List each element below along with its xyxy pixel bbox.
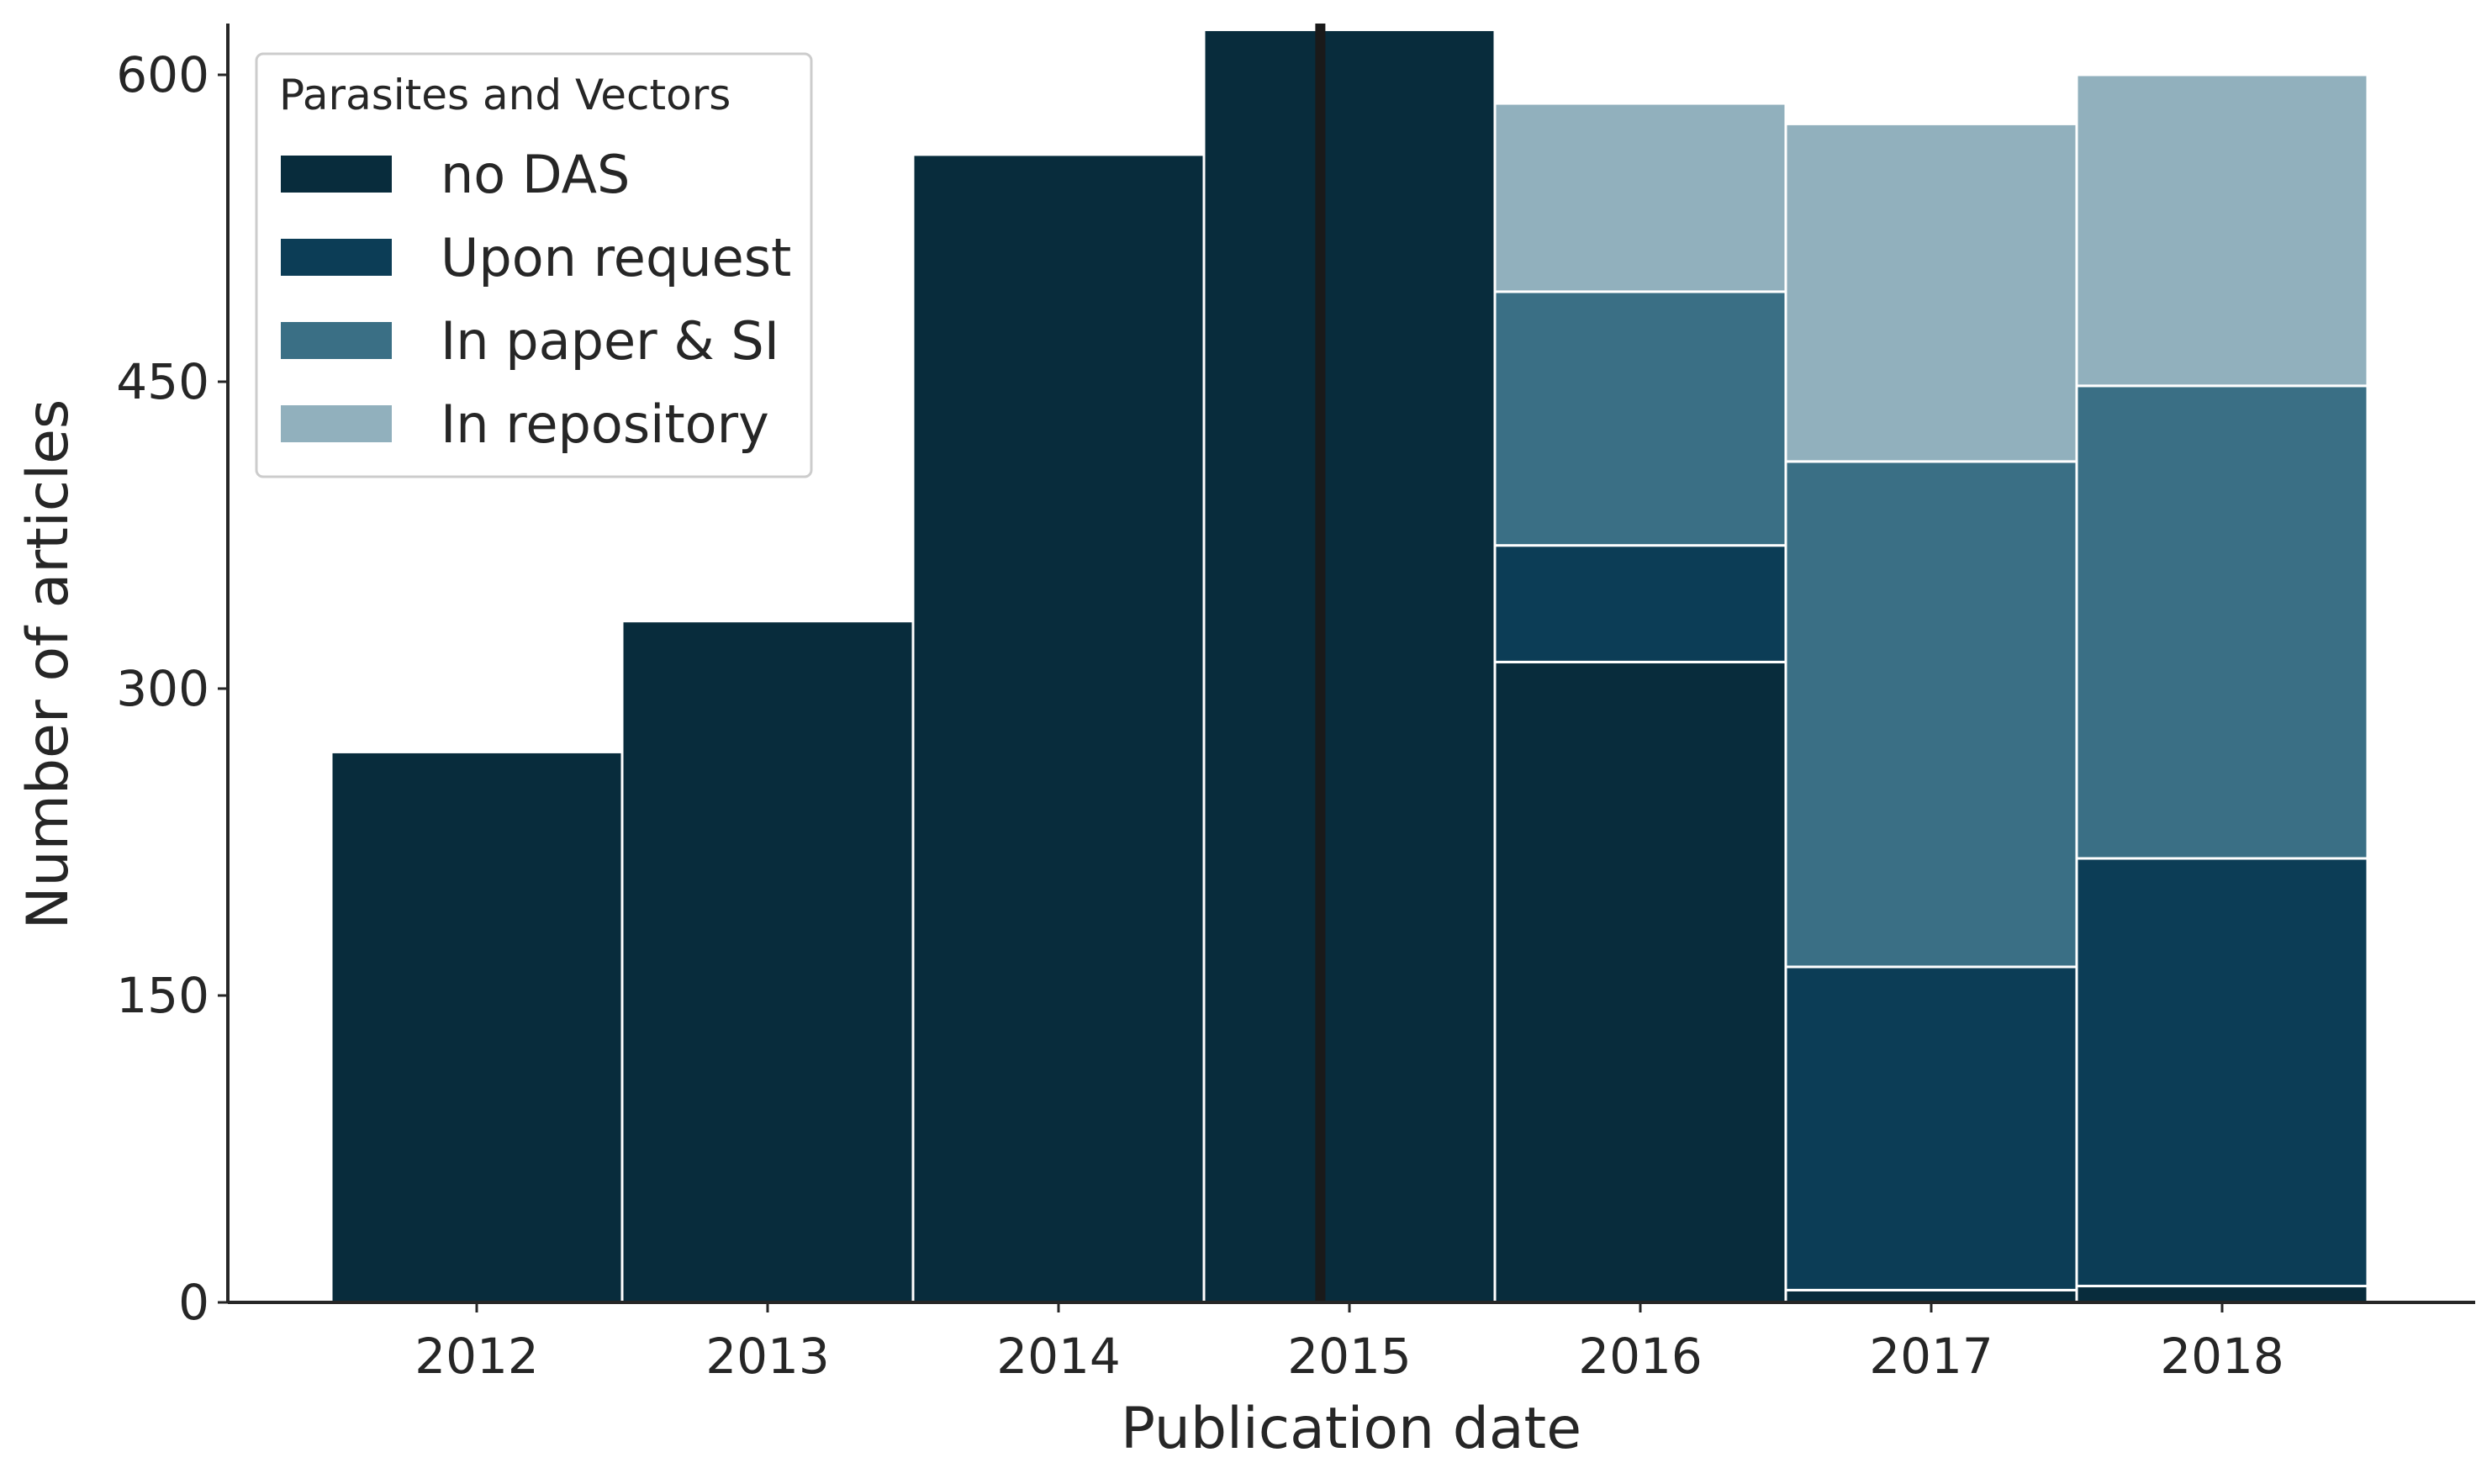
y-tick-label-600: 600	[116, 46, 209, 103]
legend-label-4: In repository	[441, 393, 769, 455]
ticks-layer: 0 150 300 450 600 2012 2013 2014 2015 2016 2017 201…	[116, 46, 2284, 1385]
bar-2017-series-2	[1784, 965, 2078, 1291]
y-axis-label: Number of articles	[15, 399, 82, 930]
legend-label-2: Upon request	[441, 227, 791, 288]
legend-frame	[255, 52, 813, 478]
bar-2013-series-1	[620, 620, 915, 1304]
bar-2018-series-1	[2075, 1285, 2369, 1304]
x-tick-label-2018: 2018	[2160, 1328, 2284, 1385]
x-tick-label-2014: 2014	[996, 1328, 1121, 1385]
x-tick-label-2016: 2016	[1578, 1328, 1703, 1385]
bar-2017-series-1	[1784, 1288, 2078, 1304]
bar-2017-series-3	[1784, 460, 2078, 969]
bar-2018-series-4	[2075, 73, 2369, 388]
legend: Parasites and Vectors no DAS Upon request…	[255, 52, 813, 478]
y-tick-label-150: 150	[116, 967, 209, 1024]
legend-swatch-2	[281, 239, 392, 276]
legend-label-3: In paper & SI	[441, 310, 779, 372]
bars-layer	[330, 28, 2369, 1304]
legend-items: no DAS Upon request In paper & SI In reposi…	[281, 144, 791, 455]
legend-swatch-1	[281, 156, 392, 193]
bar-2016-series-4	[1493, 102, 1787, 293]
legend-swatch-4	[281, 405, 392, 442]
legend-swatch-3	[281, 322, 392, 359]
x-tick-label-2012: 2012	[414, 1328, 539, 1385]
bar-2016-series-2	[1493, 544, 1787, 663]
legend-title: Parasites and Vectors	[279, 71, 731, 119]
legend-label-1: no DAS	[441, 144, 630, 205]
bar-2017-series-4	[1784, 122, 2078, 463]
bar-2012-series-1	[330, 750, 624, 1304]
x-axis-label: Publication date	[1121, 1396, 1581, 1462]
x-tick-label-2015: 2015	[1287, 1328, 1412, 1385]
bar-2018-series-2	[2075, 857, 2369, 1288]
x-tick-label-2013: 2013	[705, 1328, 830, 1385]
y-tick-label-450: 450	[116, 353, 209, 410]
bar-2016-series-1	[1493, 660, 1787, 1304]
x-tick-label-2017: 2017	[1869, 1328, 1993, 1385]
bar-2018-series-3	[2075, 384, 2369, 860]
bar-2014-series-1	[911, 153, 1206, 1304]
bar-2016-series-3	[1493, 290, 1787, 547]
y-tick-label-0: 0	[178, 1274, 209, 1331]
bar-2015-series-1	[1202, 28, 1497, 1304]
y-tick-label-300: 300	[116, 660, 209, 717]
axes-layer	[226, 24, 2475, 1304]
